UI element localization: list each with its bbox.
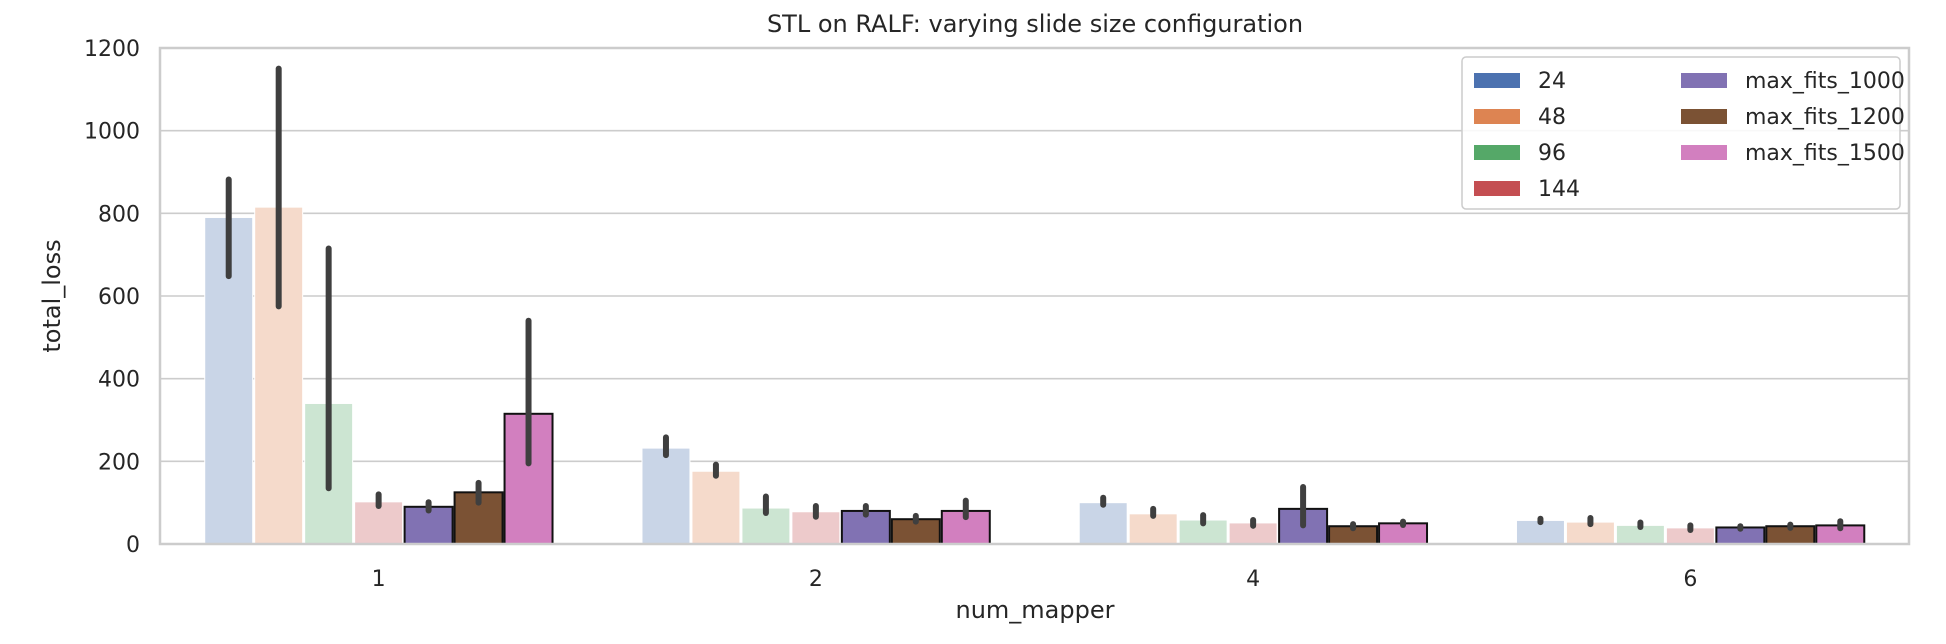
y-tick-label: 200 [98,450,140,475]
legend-label: max_fits_1000 [1745,69,1905,94]
legend-swatch [1474,73,1520,88]
legend-swatch [1474,109,1520,124]
plot-frame [158,46,1911,546]
legend-label: 96 [1538,141,1566,166]
x-axis-label: num_mapper [956,596,1115,624]
chart-title: STL on RALF: varying slide size configur… [767,10,1303,38]
bar [741,507,791,545]
y-tick-label: 600 [98,285,140,310]
legend-label: 144 [1538,177,1580,202]
bar [1078,502,1128,545]
legend-label: max_fits_1200 [1745,105,1905,130]
legend-label: max_fits_1500 [1745,141,1905,166]
error-bars [225,65,1844,533]
x-tick-label: 1 [372,567,386,592]
x-tick-label: 4 [1246,567,1260,592]
legend: 24 48 96 144 max_fits_1000 max_fits_1200 max_f… [1461,56,1905,210]
y-tick-label: 1200 [84,37,140,62]
legend-label: 48 [1538,105,1566,130]
x-tick-label: 2 [809,567,823,592]
legend-swatch [1681,145,1727,160]
y-axis-label: total_loss [38,239,66,352]
y-tick-label: 800 [98,202,140,227]
y-tick-label: 0 [126,533,140,558]
x-tick-labels: 1 2 4 6 [372,567,1698,592]
bar [641,447,691,545]
y-tick-labels: 0 200 400 600 800 1000 1200 [84,37,140,558]
x-tick-label: 6 [1683,567,1697,592]
bars [204,206,1866,546]
bar [503,412,554,545]
y-tick-label: 1000 [84,120,140,145]
legend-box [1461,56,1901,210]
legend-swatch [1681,73,1727,88]
y-tick-label: 400 [98,368,140,393]
legend-swatch [1681,109,1727,124]
legend-swatch [1474,181,1520,196]
legend-label: 24 [1538,69,1566,94]
bar [691,470,741,545]
legend-swatch [1474,145,1520,160]
